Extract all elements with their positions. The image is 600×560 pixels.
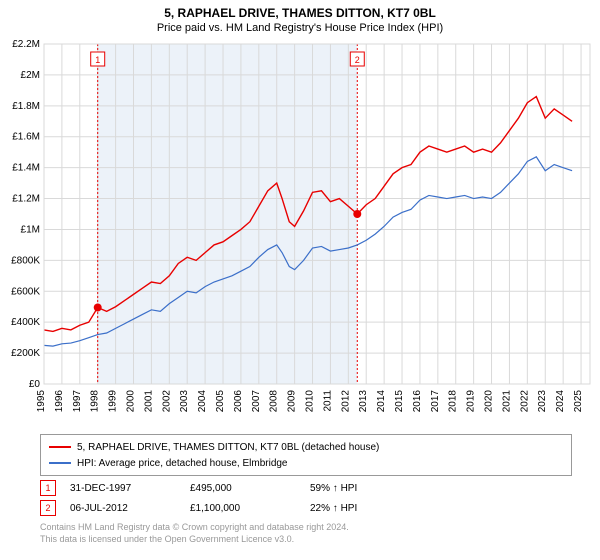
- svg-text:2001: 2001: [143, 390, 154, 413]
- sale-hpi-delta: 22% ↑ HPI: [310, 503, 357, 514]
- svg-text:2010: 2010: [305, 390, 316, 413]
- svg-text:1997: 1997: [72, 390, 83, 413]
- svg-text:£1M: £1M: [21, 224, 40, 235]
- svg-text:2018: 2018: [448, 390, 459, 413]
- svg-text:2024: 2024: [555, 390, 566, 413]
- svg-text:1996: 1996: [54, 390, 65, 413]
- svg-text:2002: 2002: [161, 390, 172, 413]
- svg-text:2017: 2017: [430, 390, 441, 413]
- chart-title: 5, RAPHAEL DRIVE, THAMES DITTON, KT7 0BL: [0, 0, 600, 20]
- svg-text:£2M: £2M: [21, 70, 40, 81]
- sales-events: 1 31-DEC-1997 £495,000 59% ↑ HPI 2 06-JUL…: [0, 480, 600, 516]
- svg-text:2011: 2011: [322, 390, 333, 412]
- svg-text:2015: 2015: [394, 390, 405, 413]
- svg-text:2009: 2009: [287, 390, 298, 413]
- sale-price: £1,100,000: [190, 503, 310, 514]
- sale-date: 31-DEC-1997: [70, 483, 190, 494]
- svg-text:£200K: £200K: [11, 348, 40, 359]
- svg-text:£1.6M: £1.6M: [12, 132, 40, 143]
- svg-text:2007: 2007: [251, 390, 262, 413]
- sale-event-row: 1 31-DEC-1997 £495,000 59% ↑ HPI: [40, 480, 572, 496]
- svg-text:1: 1: [95, 55, 100, 65]
- svg-text:1995: 1995: [36, 390, 47, 413]
- svg-text:2005: 2005: [215, 390, 226, 413]
- svg-text:2014: 2014: [376, 390, 387, 413]
- legend-row-hpi: HPI: Average price, detached house, Elmb…: [49, 455, 563, 471]
- footer-attribution: Contains HM Land Registry data © Crown c…: [40, 522, 572, 545]
- legend-label-hpi: HPI: Average price, detached house, Elmb…: [77, 458, 288, 469]
- legend-label-property: 5, RAPHAEL DRIVE, THAMES DITTON, KT7 0BL…: [77, 442, 379, 453]
- svg-text:£2.2M: £2.2M: [12, 39, 40, 50]
- svg-text:2: 2: [355, 55, 360, 65]
- sale-event-row: 2 06-JUL-2012 £1,100,000 22% ↑ HPI: [40, 500, 572, 516]
- legend-row-property: 5, RAPHAEL DRIVE, THAMES DITTON, KT7 0BL…: [49, 439, 563, 455]
- svg-text:£800K: £800K: [11, 255, 40, 266]
- svg-text:2013: 2013: [358, 390, 369, 413]
- svg-text:£0: £0: [29, 379, 41, 390]
- svg-text:2025: 2025: [573, 390, 584, 413]
- chart-subtitle: Price paid vs. HM Land Registry's House …: [0, 20, 600, 38]
- svg-text:2021: 2021: [501, 390, 512, 413]
- sale-hpi-delta: 59% ↑ HPI: [310, 483, 357, 494]
- svg-text:2012: 2012: [340, 390, 351, 413]
- svg-text:2023: 2023: [537, 390, 548, 413]
- svg-text:2003: 2003: [179, 390, 190, 413]
- svg-text:1999: 1999: [108, 390, 119, 413]
- svg-text:£1.8M: £1.8M: [12, 101, 40, 112]
- svg-text:1998: 1998: [90, 390, 101, 413]
- svg-text:2022: 2022: [519, 390, 530, 413]
- sale-badge: 2: [40, 500, 56, 516]
- svg-text:2000: 2000: [126, 390, 137, 413]
- svg-text:£400K: £400K: [11, 317, 40, 328]
- svg-text:2006: 2006: [233, 390, 244, 413]
- sale-date: 06-JUL-2012: [70, 503, 190, 514]
- svg-text:2019: 2019: [466, 390, 477, 413]
- svg-text:£1.4M: £1.4M: [12, 163, 40, 174]
- svg-text:£600K: £600K: [11, 286, 40, 297]
- sale-price: £495,000: [190, 483, 310, 494]
- svg-text:2008: 2008: [269, 390, 280, 413]
- svg-text:2004: 2004: [197, 390, 208, 413]
- legend: 5, RAPHAEL DRIVE, THAMES DITTON, KT7 0BL…: [40, 434, 572, 476]
- svg-text:2016: 2016: [412, 390, 423, 413]
- svg-text:£1.2M: £1.2M: [12, 194, 40, 205]
- svg-text:2020: 2020: [484, 390, 495, 413]
- price-chart: £0 £200K £400K £600K £800K £1M £1.2M £1.4M £1.6M…: [0, 38, 600, 430]
- sale-badge: 1: [40, 480, 56, 496]
